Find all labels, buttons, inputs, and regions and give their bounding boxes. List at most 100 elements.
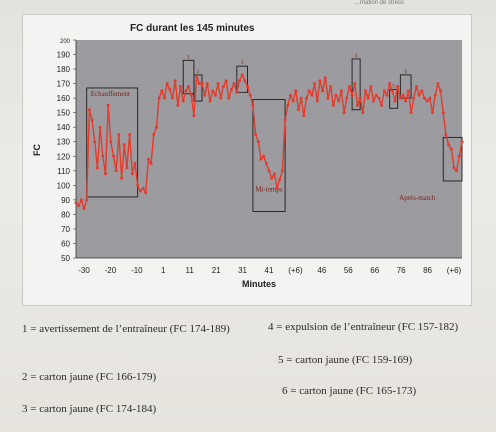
fc-data-point — [146, 157, 150, 161]
fc-data-point — [275, 186, 279, 190]
fc-data-point — [447, 143, 451, 147]
fc-data-point — [74, 201, 78, 205]
annotation-label: Echauffement — [91, 90, 130, 98]
fc-data-point — [420, 89, 424, 93]
fc-data-point — [211, 89, 215, 93]
fc-data-point — [141, 186, 145, 190]
x-tick-label: (+6) — [288, 266, 303, 275]
fc-data-point — [256, 140, 260, 144]
fc-data-point — [259, 157, 263, 161]
fc-data-point — [224, 79, 228, 83]
legend-item-4: 4 = expulsion de l’entraîneur (FC 157-18… — [268, 321, 459, 333]
fc-data-point — [374, 93, 378, 97]
fc-data-point — [184, 89, 188, 93]
fc-data-point — [125, 166, 129, 170]
fc-data-point — [409, 111, 413, 115]
annotation-label: Mi-temps — [255, 185, 282, 193]
fc-data-point — [117, 132, 121, 136]
y-tick-label: 190 — [57, 51, 71, 60]
fc-data-point — [154, 125, 158, 129]
fc-data-point — [189, 93, 193, 97]
y-tick-label: 90 — [61, 196, 70, 205]
fc-data-point — [377, 96, 381, 100]
fc-data-point — [192, 114, 196, 118]
fc-data-point — [109, 140, 113, 144]
annotation-box — [252, 99, 286, 212]
fc-data-point — [240, 73, 244, 77]
fc-data-point — [334, 93, 338, 97]
fc-data-point — [396, 85, 400, 89]
x-tick-label: 56 — [344, 266, 353, 275]
fc-data-point — [272, 172, 276, 176]
fc-data-point — [270, 176, 274, 180]
fc-data-point — [128, 132, 132, 136]
fc-data-point — [122, 143, 126, 147]
y-tick-label: 120 — [57, 152, 71, 161]
fc-data-point — [355, 103, 359, 107]
x-tick-label: 66 — [370, 266, 379, 275]
fc-data-point — [176, 103, 180, 107]
annotation-label: 3 — [241, 61, 244, 66]
fc-data-point — [278, 178, 282, 182]
fc-data-point — [157, 96, 161, 100]
fc-data-point — [181, 99, 185, 103]
fc-data-point — [288, 93, 292, 97]
fc-data-point — [251, 103, 255, 107]
fc-data-point — [216, 82, 220, 86]
y-axis-label: FC — [32, 144, 42, 156]
fc-data-point — [213, 93, 217, 97]
x-tick-label: 41 — [265, 266, 274, 275]
fc-data-point — [457, 154, 461, 158]
fc-data-point — [364, 89, 367, 93]
fc-data-point — [95, 166, 99, 170]
fc-data-point — [205, 82, 209, 86]
annotation-box — [389, 88, 399, 109]
fc-data-point — [404, 99, 408, 103]
fc-data-point — [452, 166, 456, 170]
annotation-label: 1 — [187, 55, 190, 60]
fc-data-point — [219, 96, 223, 100]
fc-data-point — [350, 93, 354, 97]
annotation-label: 6 — [404, 70, 407, 75]
fc-data-point — [439, 89, 443, 93]
fc-data-point — [296, 108, 300, 112]
fc-data-point — [339, 89, 343, 93]
fc-data-point — [144, 191, 148, 195]
fc-data-point — [133, 162, 137, 166]
legend-item-2: 2 = carton jaune (FC 166-179) — [22, 371, 157, 383]
fc-data-point — [168, 87, 172, 91]
fc-data-point — [238, 79, 242, 83]
fc-data-point — [385, 93, 389, 97]
top-text-fragment: …mation de stress — [354, 0, 405, 6]
fc-data-point — [235, 90, 239, 94]
fc-data-point — [221, 85, 225, 89]
fc-data-point — [130, 172, 134, 176]
y-tick-label: 180 — [57, 65, 71, 74]
fc-data-point — [337, 99, 341, 103]
fc-data-point — [422, 96, 426, 100]
fc-data-point — [171, 96, 174, 100]
fc-data-point — [323, 76, 327, 80]
x-tick-label: -30 — [78, 266, 90, 275]
fc-data-point — [85, 198, 89, 202]
fc-data-point — [227, 96, 231, 100]
legend-item-3: 3 = carton jaune (FC 174-184) — [22, 403, 157, 415]
legend-item-1: 1 = avertissement de l’entraîneur (FC 17… — [22, 323, 230, 335]
fc-data-point — [342, 111, 346, 115]
annotation-box — [399, 74, 412, 99]
x-tick-label: 21 — [212, 266, 221, 275]
y-tick-label: 70 — [61, 225, 70, 234]
fc-data-point — [310, 93, 314, 97]
fc-data-point — [414, 85, 418, 89]
fc-data-point — [160, 89, 164, 93]
y-tick-label: 60 — [61, 239, 70, 248]
fc-data-point — [291, 99, 295, 103]
x-tick-label: -10 — [131, 266, 143, 275]
plot-area — [76, 40, 462, 258]
fc-data-point — [436, 82, 440, 86]
fc-data-point — [77, 204, 81, 208]
x-tick-label: 1 — [161, 266, 166, 275]
fc-data-point — [366, 96, 370, 100]
fc-data-point — [380, 103, 384, 107]
y-tick-label: 110 — [57, 167, 70, 176]
